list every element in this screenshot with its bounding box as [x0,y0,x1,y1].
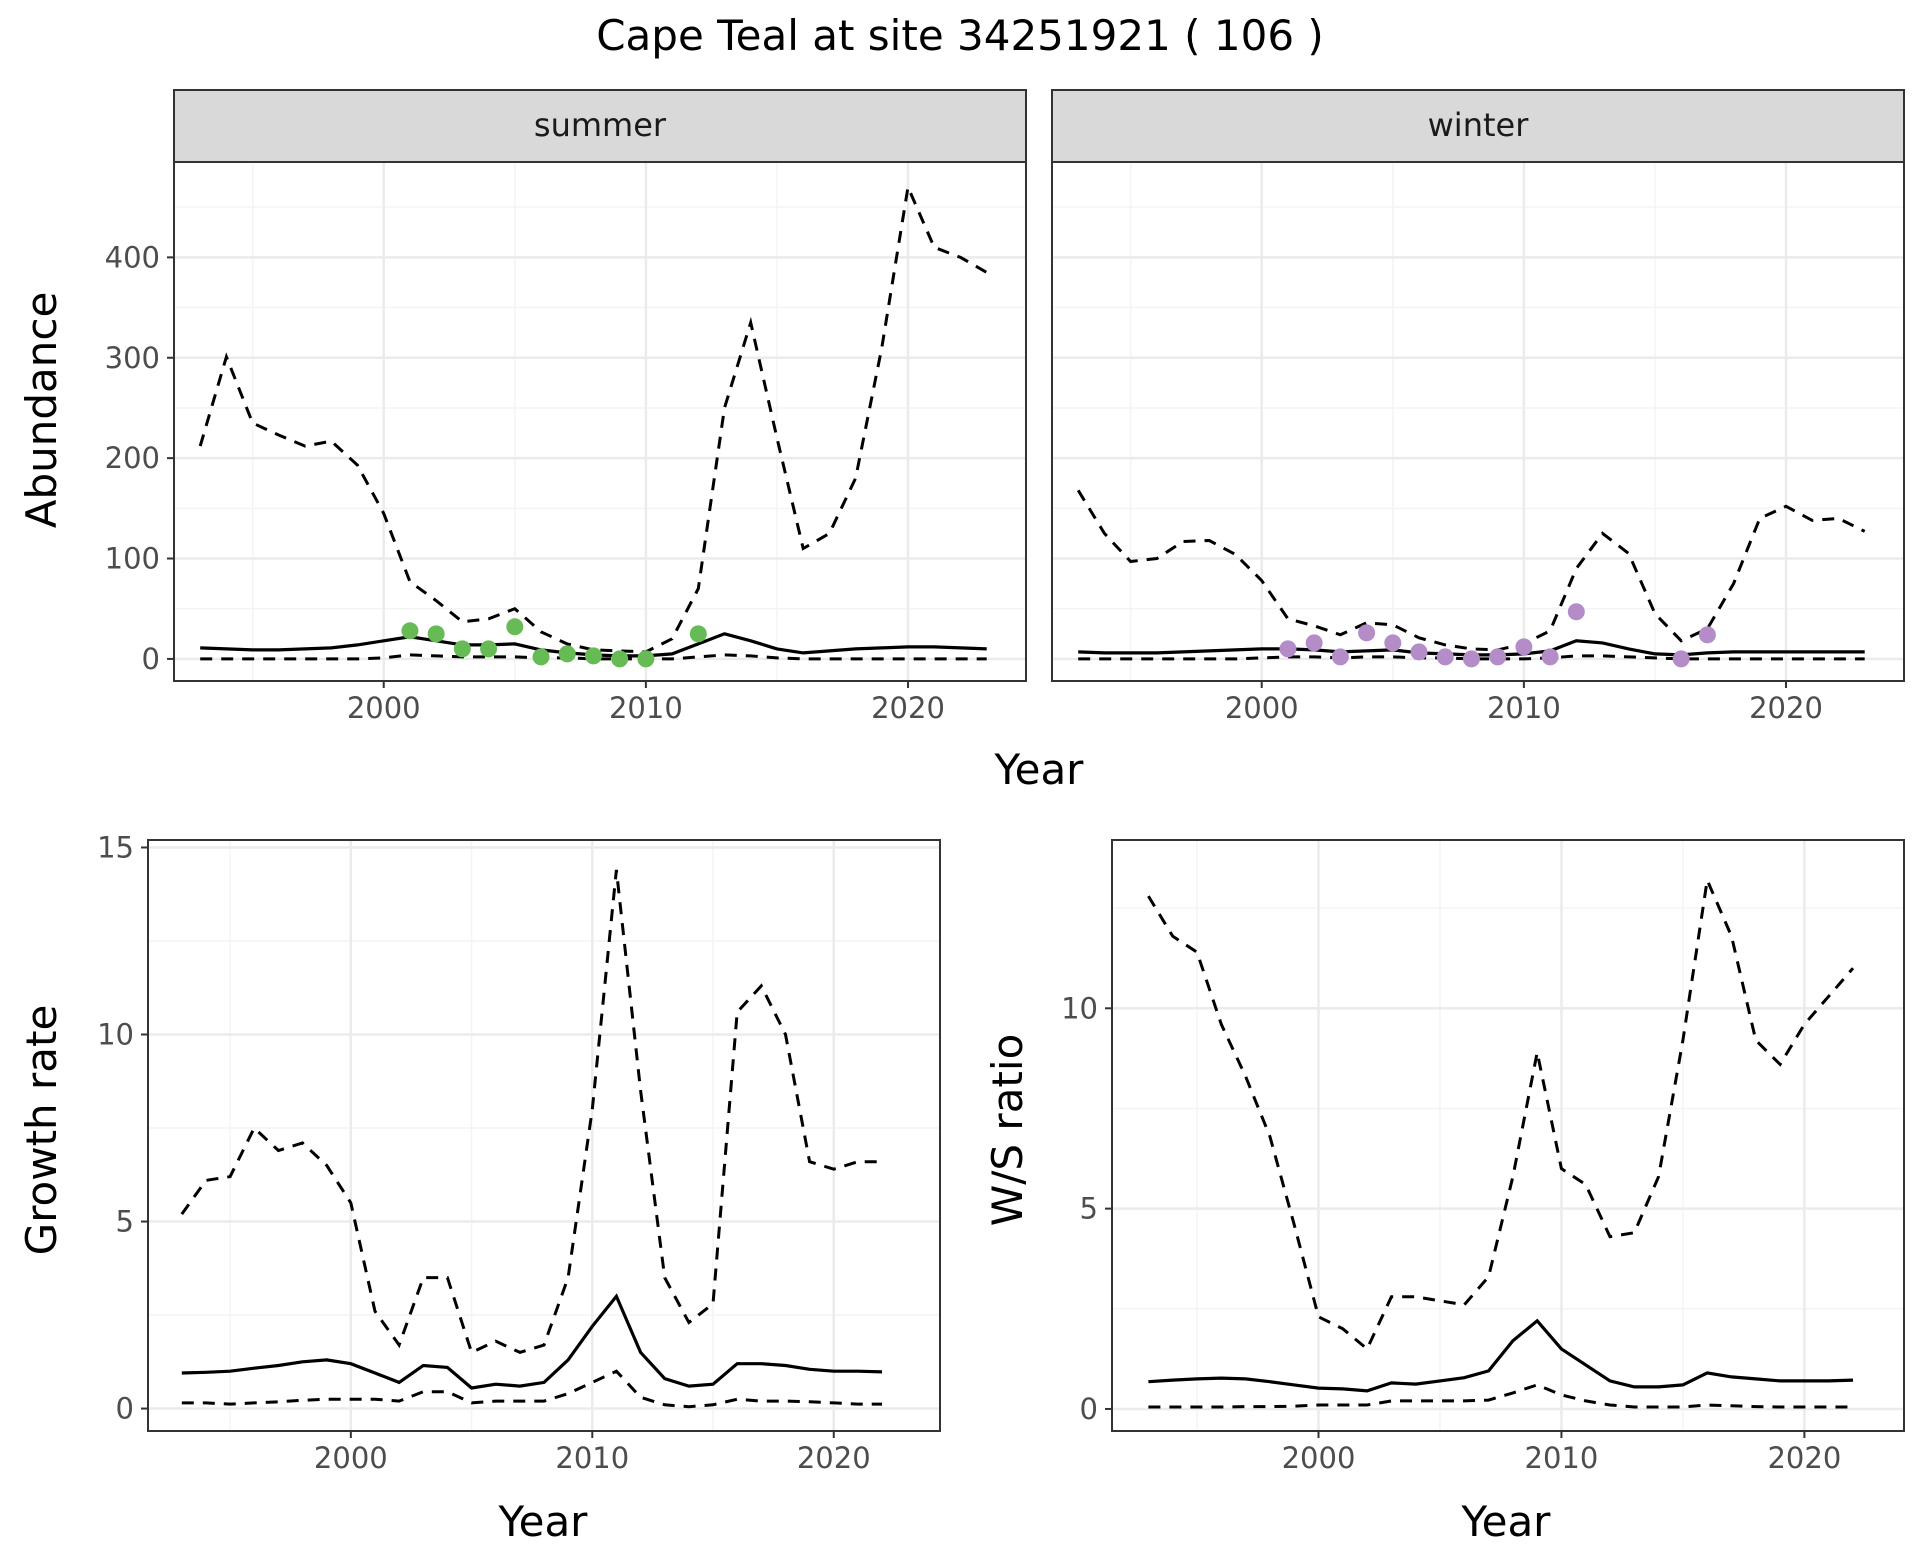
x-tick-label: 2010 [609,691,683,725]
panel-border [1111,839,1905,1432]
abundance-winter-panel: winter 2000 2010 2020 [1051,89,1905,725]
observed-point [1541,648,1559,666]
upper-bound-line [1076,489,1866,652]
upper-bound-line [1147,874,1855,1352]
x-tick-label: 2010 [555,1441,629,1475]
abundance-winter-plot: 2000 2010 2020 [1051,161,1905,725]
abundance-summer-plot: 2000 2010 2020 0 100 200 300 400 [105,161,1027,725]
observed-point [401,622,419,640]
x-tick-label: 2010 [1525,1441,1599,1475]
y-tick-label: 10 [1061,991,1098,1025]
observed-point [1489,648,1507,666]
observed-point [1305,634,1323,652]
observed-point [1331,648,1349,666]
x-tick-label: 2020 [797,1441,871,1475]
growth-y-axis-title: Growth rate [17,1005,66,1256]
observed-point [453,640,471,658]
lower-bound-line [1078,654,1865,661]
observed-point [637,650,655,668]
panel-border [147,839,941,1432]
observed-point [1515,638,1533,656]
x-tick-label: 2010 [1487,691,1561,725]
observed-point [480,640,498,658]
strip-label-summer: summer [534,106,667,144]
observed-point [1698,626,1716,644]
ws-x-axis-title: Year [1461,1497,1552,1546]
observed-point [1436,648,1454,666]
x-tick-label: 2020 [1767,1441,1841,1475]
y-tick-label: 0 [116,1392,134,1426]
ws-y-axis-title: W/S ratio [983,1034,1032,1227]
y-tick-label: 400 [105,240,160,274]
x-tick-label: 2020 [1749,691,1823,725]
observed-point [1567,603,1585,621]
observed-point [1384,634,1402,652]
observed-point [1410,643,1428,661]
observed-point [1279,640,1297,658]
x-tick-label: 2000 [347,691,421,725]
mean-line [181,1293,883,1390]
y-tick-label: 200 [105,441,160,475]
x-tick-label: 2000 [1282,1441,1356,1475]
strip-background [173,89,1027,163]
lower-bound-line [200,653,987,661]
abundance-x-axis-title: Year [994,745,1085,794]
upper-bound-line [180,869,882,1355]
strip-label-winter: winter [1428,106,1530,144]
abundance-y-axis-title: Abundance [17,292,66,529]
y-tick-label: 15 [97,830,134,864]
observed-point [584,647,602,665]
panel-border [173,161,1027,682]
x-tick-label: 2020 [871,691,945,725]
y-tick-label: 5 [1080,1192,1098,1226]
y-tick-label: 5 [116,1205,134,1239]
y-tick-label: 100 [105,542,160,576]
observed-point [427,625,445,643]
lower-bound-line [1148,1383,1853,1409]
observed-point [689,625,707,643]
y-tick-label: 300 [105,341,160,375]
abundance-summer-panel: summer 2000 2010 2020 0 100 200 300 400 [105,89,1027,725]
growth-x-axis-title: Year [498,1497,589,1546]
mean-line [1148,1318,1854,1393]
growth-rate-plot: 2000 2010 2020 0 5 10 15 [97,830,941,1475]
x-tick-label: 2000 [314,1441,388,1475]
panel-border [1051,161,1905,682]
observed-point [1462,650,1480,668]
x-tick-label: 2000 [1225,691,1299,725]
ws-ratio-plot: 2000 2010 2020 0 5 10 [1061,839,1905,1475]
y-tick-label: 0 [142,642,160,676]
strip-background [1051,89,1905,163]
y-tick-label: 0 [1080,1392,1098,1426]
observed-point [611,650,629,668]
observed-point [558,645,576,663]
y-tick-label: 10 [97,1018,134,1052]
figure-title: Cape Teal at site 34251921 ( 106 ) [596,11,1324,60]
observed-point [1672,650,1690,668]
lower-bound-line [181,1369,882,1409]
observed-point [506,618,524,636]
observed-point [532,648,550,666]
observed-point [1358,624,1376,642]
